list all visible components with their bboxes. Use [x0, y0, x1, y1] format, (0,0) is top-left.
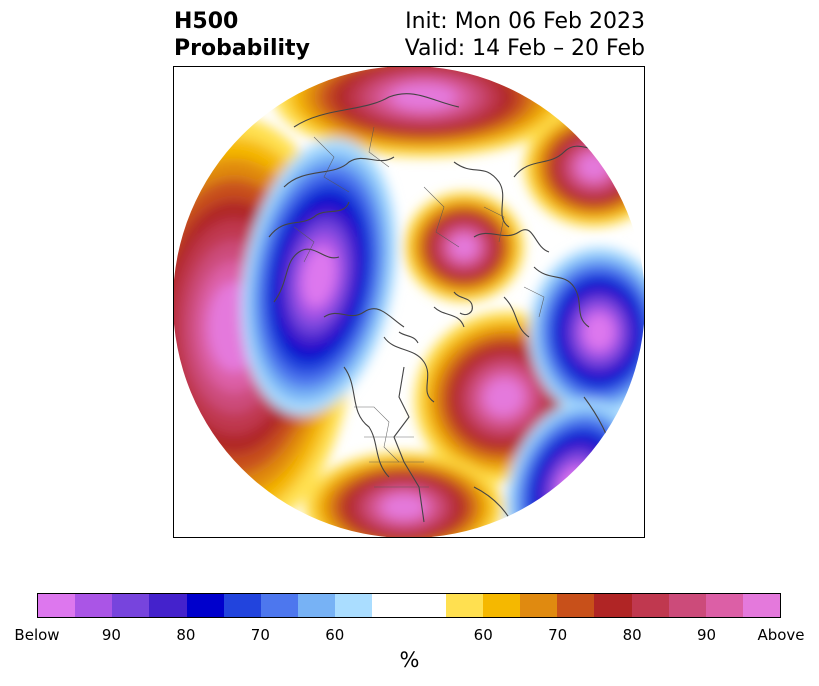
colorbar-tick-label: 80: [176, 626, 196, 644]
colorbar-swatch: [445, 594, 484, 617]
colorbar-swatch: [260, 594, 298, 617]
colorbar-tick-label: 70: [250, 626, 270, 644]
colorbar-tick-label: 60: [473, 626, 493, 644]
colorbar-swatch: [631, 594, 669, 617]
colorbar-swatch: [297, 594, 335, 617]
colorbar: [37, 593, 781, 618]
colorbar-swatch: [742, 594, 781, 617]
forecast-dates: Init: Mon 06 Feb 2023 Valid: 14 Feb – 20…: [405, 8, 645, 62]
colorbar-swatch: [75, 594, 113, 617]
probability-map-svg: [174, 67, 644, 537]
colorbar-swatch: [705, 594, 743, 617]
colorbar-swatch: [335, 594, 373, 617]
colorbar-swatch: [594, 594, 632, 617]
colorbar-tick-label: 90: [697, 626, 717, 644]
colorbar-swatch: [520, 594, 558, 617]
probability-contour: [382, 495, 426, 519]
colorbar-tick-label: 70: [548, 626, 568, 644]
colorbar-tick-label: Above: [757, 626, 805, 644]
colorbar-swatch: [149, 594, 187, 617]
colorbar-tick-label: 60: [325, 626, 345, 644]
colorbar-swatch: [372, 594, 446, 617]
map-title: H500 Probability: [174, 8, 310, 62]
colorbar-swatch: [186, 594, 224, 617]
probability-contour: [302, 247, 336, 307]
probability-contour: [578, 154, 610, 180]
colorbar-swatch: [223, 594, 261, 617]
colorbar-tick-label: 90: [101, 626, 121, 644]
colorbar-tick-label: 80: [622, 626, 642, 644]
title-line-probability: Probability: [174, 36, 310, 61]
probability-contour: [583, 313, 615, 351]
probability-field: [174, 67, 644, 537]
colorbar-tick-labels: Below 90 80 70 60 60 70 80 90 Above: [14, 626, 804, 646]
probability-contour: [484, 378, 524, 416]
anomaly-below-west: [241, 138, 397, 416]
colorbar-swatch: [557, 594, 595, 617]
colorbar-tick-label: Below: [14, 626, 60, 644]
anomaly-above-center: [404, 192, 524, 302]
title-line-h500: H500: [174, 9, 239, 34]
valid-range: Valid: 14 Feb – 20 Feb: [404, 36, 645, 61]
colorbar-swatch: [112, 594, 150, 617]
colorbar-swatch: [668, 594, 706, 617]
polar-map: [173, 66, 645, 538]
political-borders: [293, 126, 545, 488]
colorbar-unit-label: %: [399, 648, 420, 672]
colorbar-swatch: [38, 594, 76, 617]
probability-contour: [451, 235, 477, 259]
init-date: Init: Mon 06 Feb 2023: [405, 9, 645, 34]
colorbar-swatch: [483, 594, 521, 617]
